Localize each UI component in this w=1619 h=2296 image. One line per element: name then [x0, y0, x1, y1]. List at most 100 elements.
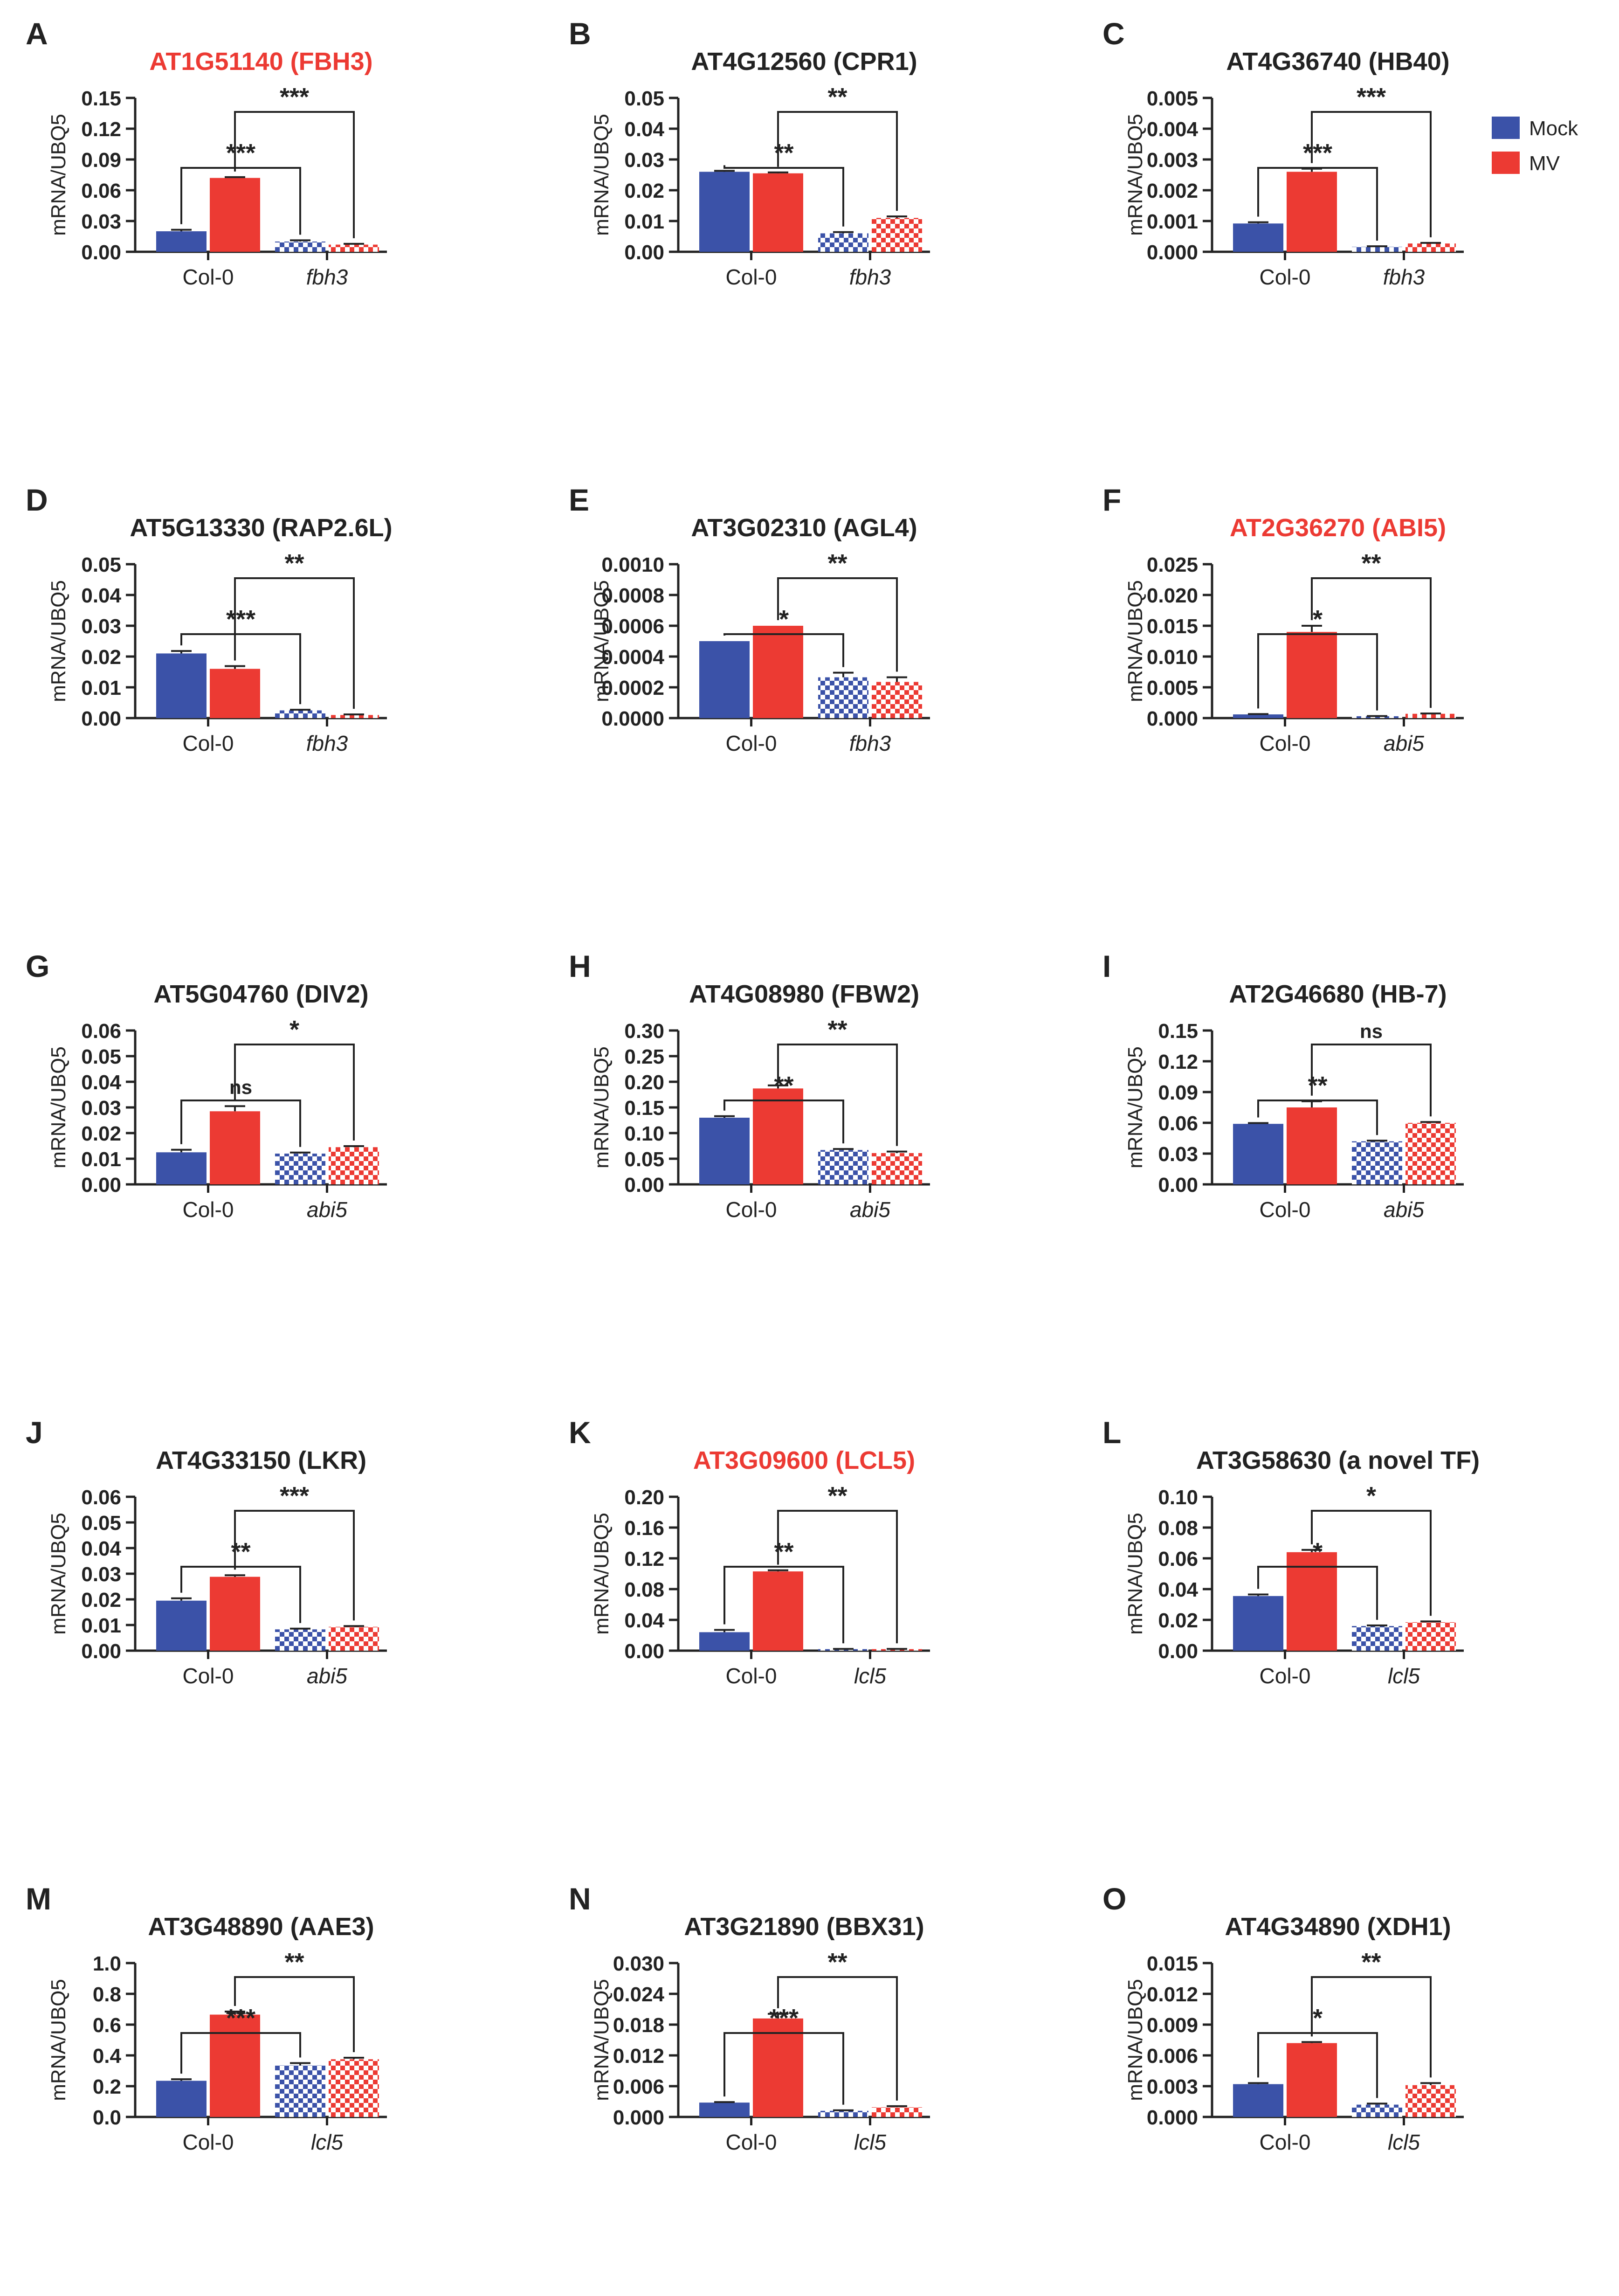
y-tick-label: 0.06: [1158, 1112, 1198, 1135]
significance-label: *: [289, 1016, 299, 1044]
bar-mock-mutant: [1352, 1141, 1402, 1184]
significance-bracket: [234, 1510, 355, 1621]
panel-o: O AT4G34890 (XDH1) 0.000 0.003 0.006 0.009 0.0…: [1102, 1881, 1464, 2154]
panel-n: N AT3G21890 (BBX31) 0.000 0.006 0.012 0.018 0.…: [569, 1881, 930, 2154]
x-tick-label: lcl5: [1388, 2130, 1420, 2154]
bar-mock-mutant: [818, 677, 868, 718]
y-tick-label: 0.6: [93, 2014, 121, 2037]
y-tick-label: 0.02: [1158, 1609, 1198, 1632]
chart-title: AT3G02310 (AGL4): [691, 514, 917, 542]
bar-mv-col0: [210, 669, 260, 718]
panel-b: B AT4G12560 (CPR1) 0.00 0.01 0.02 0.03 0.04 0.0…: [569, 16, 930, 289]
bar-mock-col0: [156, 653, 207, 718]
significance-bracket: [723, 1100, 844, 1144]
panel-l: L AT3G58630 (a novel TF) 0.00 0.02 0.04 0.06 0…: [1102, 1415, 1480, 1688]
significance-label: **: [827, 1016, 847, 1044]
y-tick-label: 0.000: [1147, 707, 1198, 730]
y-tick-label: 0.000: [613, 2106, 664, 2129]
y-tick-label: 0.015: [1147, 615, 1198, 638]
significance-bracket: [234, 1044, 355, 1141]
significance-bracket: [1311, 111, 1432, 237]
y-tick-label: 0.00: [1158, 1174, 1198, 1196]
chart-title: AT3G21890 (BBX31): [684, 1913, 924, 1941]
significance-label: **: [1361, 549, 1381, 577]
bar-mock-col0: [699, 172, 750, 252]
x-tick-label: Col-0: [1260, 1197, 1311, 1222]
bar-mv-col0: [1287, 172, 1337, 252]
y-tick-label: 0.03: [81, 210, 121, 233]
x-tick-label: fbh3: [849, 265, 891, 289]
y-tick-label: 0.09: [81, 149, 121, 172]
x-tick-label: fbh3: [1383, 265, 1425, 289]
bar-mv-col0: [1287, 2043, 1337, 2117]
x-tick-label: Col-0: [726, 1197, 777, 1222]
significance-label: ***: [769, 2004, 799, 2032]
x-tick-label: Col-0: [726, 2130, 777, 2154]
x-tick-label: fbh3: [849, 731, 891, 755]
bar-mock-mutant: [818, 233, 868, 252]
panel-m: M AT3G48890 (AAE3) 0.0 0.2 0.4 0.6 0.8 1.0 mRNA/…: [26, 1881, 387, 2154]
significance-bracket: [234, 577, 355, 709]
bar-mv-mutant: [872, 1649, 922, 1651]
panel-j: J AT4G33150 (LKR) 0.00 0.01 0.02 0.03 0.040.05…: [26, 1415, 387, 1688]
y-tick-label: 0.006: [613, 2075, 664, 2098]
y-tick-label: 0.8: [93, 1983, 121, 2006]
bar-mv-mutant: [329, 244, 379, 252]
y-tick-label: 0.4: [93, 2045, 122, 2068]
bar-mv-mutant: [1405, 2085, 1456, 2117]
panel-i: I AT2G46680 (HB-7) 0.00 0.03 0.06 0.09 0.12 0.1…: [1102, 949, 1464, 1222]
significance-bracket: [1257, 1100, 1378, 1135]
y-tick-label: 0.08: [1158, 1517, 1198, 1540]
y-tick-label: 0.0000: [601, 707, 664, 730]
y-tick-label: 0.003: [1147, 149, 1198, 172]
y-tick-label: 0.08: [624, 1578, 664, 1601]
y-tick-label: 0.10: [1158, 1486, 1198, 1509]
significance-label: ***: [1357, 83, 1386, 111]
bar-mv-col0: [1287, 1552, 1337, 1651]
y-tick-label: 0.004: [1147, 118, 1199, 141]
y-tick-label: 0.30: [624, 1020, 664, 1043]
chart-title: AT4G33150 (LKR): [156, 1446, 366, 1474]
bar-mv-col0: [753, 1571, 803, 1651]
y-tick-label: 0.03: [81, 1563, 121, 1586]
y-tick-label: 0.03: [624, 149, 664, 172]
significance-bracket: [1257, 633, 1378, 711]
bar-mock-col0: [699, 1118, 750, 1184]
bar-mock-mutant: [1352, 716, 1402, 718]
y-tick-label: 0.0006: [601, 615, 664, 638]
x-tick-label: Col-0: [183, 2130, 234, 2154]
significance-label: ***: [1303, 139, 1332, 167]
panel-d: D AT5G13330 (RAP2.6L) 0.00 0.01 0.02 0.03 0.04…: [26, 483, 393, 755]
significance-bracket: [777, 111, 898, 211]
chart-title: AT2G36270 (ABI5): [1230, 514, 1446, 542]
bar-mock-col0: [156, 1600, 207, 1651]
bar-mock-mutant: [818, 2110, 868, 2117]
bar-mv-mutant: [1405, 713, 1456, 718]
y-tick-label: 0.25: [624, 1045, 664, 1068]
y-tick-label: 0.005: [1147, 677, 1198, 699]
y-tick-label: 0.06: [81, 1486, 121, 1509]
bar-mv-col0: [210, 178, 260, 252]
y-tick-label: 0.16: [624, 1517, 664, 1540]
significance-label: *: [1313, 1538, 1323, 1566]
panel-a: A AT1G51140 (FBH3) 0.00 0.03 0.06 0.09 0.12 0.1…: [26, 16, 387, 289]
bar-mock-col0: [699, 641, 750, 718]
y-axis-label: mRNA/UBQ5: [47, 580, 70, 702]
significance-label: **: [231, 1538, 250, 1566]
panel-letter: N: [569, 1881, 591, 1916]
significance-bracket: [1257, 2032, 1378, 2098]
y-tick-label: 0.00: [81, 1640, 121, 1663]
y-tick-label: 0.00: [81, 1174, 121, 1196]
y-tick-label: 0.12: [1158, 1051, 1198, 1073]
significance-label: **: [284, 1948, 304, 1976]
y-axis-label: mRNA/UBQ5: [1124, 1513, 1147, 1635]
bar-mv-mutant: [872, 682, 922, 718]
significance-label: *: [779, 605, 789, 633]
y-tick-label: 0.04: [81, 1537, 121, 1560]
y-tick-label: 0.01: [81, 677, 121, 699]
significance-label: ***: [226, 605, 255, 633]
chart-title: AT4G12560 (CPR1): [691, 48, 917, 76]
chart-title: AT3G58630 (a novel TF): [1196, 1446, 1480, 1474]
significance-bracket: [777, 577, 898, 672]
